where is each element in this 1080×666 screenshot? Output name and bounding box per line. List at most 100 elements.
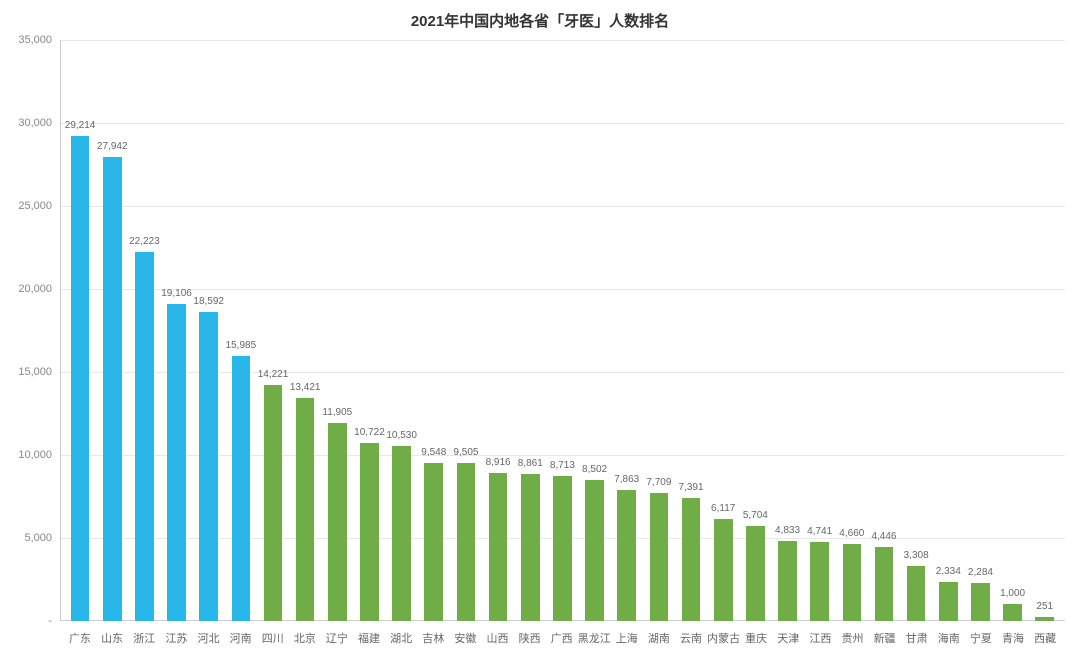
- bar: 7,863: [617, 490, 636, 621]
- bar-slot: 4,741: [804, 40, 836, 621]
- bar-slot: 9,548: [418, 40, 450, 621]
- bar-slot: 6,117: [707, 40, 739, 621]
- bar-value-label: 8,713: [550, 460, 575, 471]
- x-category-label: 辽宁: [321, 630, 353, 646]
- bar-value-label: 4,741: [807, 526, 832, 537]
- bar-slot: 251: [1029, 40, 1061, 621]
- bar-slot: 5,704: [739, 40, 771, 621]
- bar: 15,985: [232, 356, 251, 621]
- bar-slot: 8,861: [514, 40, 546, 621]
- bar-slot: 7,863: [611, 40, 643, 621]
- bar: 27,942: [103, 157, 122, 621]
- bar: 2,284: [971, 583, 990, 621]
- bar-slot: 7,709: [643, 40, 675, 621]
- bar: 10,530: [392, 446, 411, 621]
- bar-value-label: 251: [1036, 601, 1053, 612]
- x-category-label: 贵州: [836, 630, 868, 646]
- y-tick-label: -: [48, 615, 52, 627]
- bar-value-label: 2,284: [968, 567, 993, 578]
- bar-value-label: 8,916: [486, 457, 511, 468]
- bar: 9,505: [457, 463, 476, 621]
- bar: 19,106: [167, 304, 186, 621]
- x-category-label: 黑龙江: [578, 630, 611, 646]
- x-category-label: 宁夏: [965, 630, 997, 646]
- x-category-label: 甘肃: [901, 630, 933, 646]
- x-category-label: 吉林: [417, 630, 449, 646]
- bar: 4,660: [843, 544, 862, 621]
- bar-value-label: 27,942: [97, 141, 128, 152]
- bar-value-label: 8,861: [518, 458, 543, 469]
- bar-value-label: 7,391: [679, 482, 704, 493]
- bar-slot: 8,713: [546, 40, 578, 621]
- bar-value-label: 4,660: [839, 528, 864, 539]
- bar-value-label: 10,722: [354, 427, 385, 438]
- bar-slot: 7,391: [675, 40, 707, 621]
- bar: 4,833: [778, 541, 797, 621]
- y-tick-label: 35,000: [18, 34, 52, 46]
- bar: 3,308: [907, 566, 926, 621]
- bar: 7,709: [650, 493, 669, 621]
- plot-area: 29,21427,94222,22319,10618,59215,98514,2…: [60, 40, 1065, 621]
- bar-value-label: 6,117: [711, 503, 735, 514]
- bar-value-label: 10,530: [386, 430, 417, 441]
- bar-value-label: 1,000: [1000, 588, 1025, 599]
- bar-slot: 15,985: [225, 40, 257, 621]
- bar: 11,905: [328, 423, 347, 621]
- chart-title: 2021年中国内地各省「牙医」人数排名: [0, 10, 1080, 31]
- y-tick-label: 10,000: [18, 449, 52, 461]
- bar: 4,446: [875, 547, 894, 621]
- bar-value-label: 9,505: [453, 447, 478, 458]
- bar-slot: 13,421: [289, 40, 321, 621]
- bar-slot: 3,308: [900, 40, 932, 621]
- bar-value-label: 9,548: [421, 447, 446, 458]
- bar-slot: 8,502: [579, 40, 611, 621]
- bar-slot: 10,722: [353, 40, 385, 621]
- bar-slot: 14,221: [257, 40, 289, 621]
- x-category-label: 湖北: [385, 630, 417, 646]
- bar: 18,592: [199, 312, 218, 621]
- bar: 14,221: [264, 385, 283, 621]
- y-tick-label: 30,000: [18, 117, 52, 129]
- x-category-label: 云南: [675, 630, 707, 646]
- x-category-label: 陕西: [514, 630, 546, 646]
- x-category-label: 河北: [192, 630, 224, 646]
- x-category-label: 广东: [64, 630, 96, 646]
- bar-slot: 18,592: [193, 40, 225, 621]
- bar: 10,722: [360, 443, 379, 621]
- bar-slot: 9,505: [450, 40, 482, 621]
- bar-slot: 11,905: [321, 40, 353, 621]
- bar-slot: 27,942: [96, 40, 128, 621]
- x-category-label: 天津: [772, 630, 804, 646]
- x-category-label: 北京: [289, 630, 321, 646]
- x-category-label: 内蒙古: [707, 630, 740, 646]
- bar-slot: 2,334: [932, 40, 964, 621]
- y-tick-label: 25,000: [18, 200, 52, 212]
- bar-value-label: 7,709: [646, 477, 671, 488]
- bar: 8,916: [489, 473, 508, 621]
- bar-slot: 29,214: [64, 40, 96, 621]
- bar-slot: 4,833: [771, 40, 803, 621]
- x-category-label: 重庆: [740, 630, 772, 646]
- bar: 8,861: [521, 474, 540, 621]
- x-category-label: 广西: [546, 630, 578, 646]
- bar-slot: 4,446: [868, 40, 900, 621]
- bar-value-label: 7,863: [614, 474, 639, 485]
- x-category-label: 西藏: [1029, 630, 1061, 646]
- bar-slot: 2,284: [964, 40, 996, 621]
- bar: 8,713: [553, 476, 572, 621]
- bar-value-label: 29,214: [65, 120, 96, 131]
- x-category-label: 山东: [96, 630, 128, 646]
- bar: 13,421: [296, 398, 315, 621]
- x-category-label: 湖南: [643, 630, 675, 646]
- x-category-label: 青海: [997, 630, 1029, 646]
- bar: 2,334: [939, 582, 958, 621]
- x-category-label: 福建: [353, 630, 385, 646]
- x-axis-labels: 广东山东浙江江苏河北河南四川北京辽宁福建湖北吉林安徽山西陕西广西黑龙江上海湖南云…: [60, 630, 1065, 646]
- bar-value-label: 15,985: [226, 340, 257, 351]
- bar-value-label: 8,502: [582, 464, 607, 475]
- bar-slot: 1,000: [997, 40, 1029, 621]
- bar-value-label: 18,592: [193, 296, 224, 307]
- bar-slot: 22,223: [128, 40, 160, 621]
- bar: 29,214: [71, 136, 90, 621]
- bar-value-label: 22,223: [129, 236, 160, 247]
